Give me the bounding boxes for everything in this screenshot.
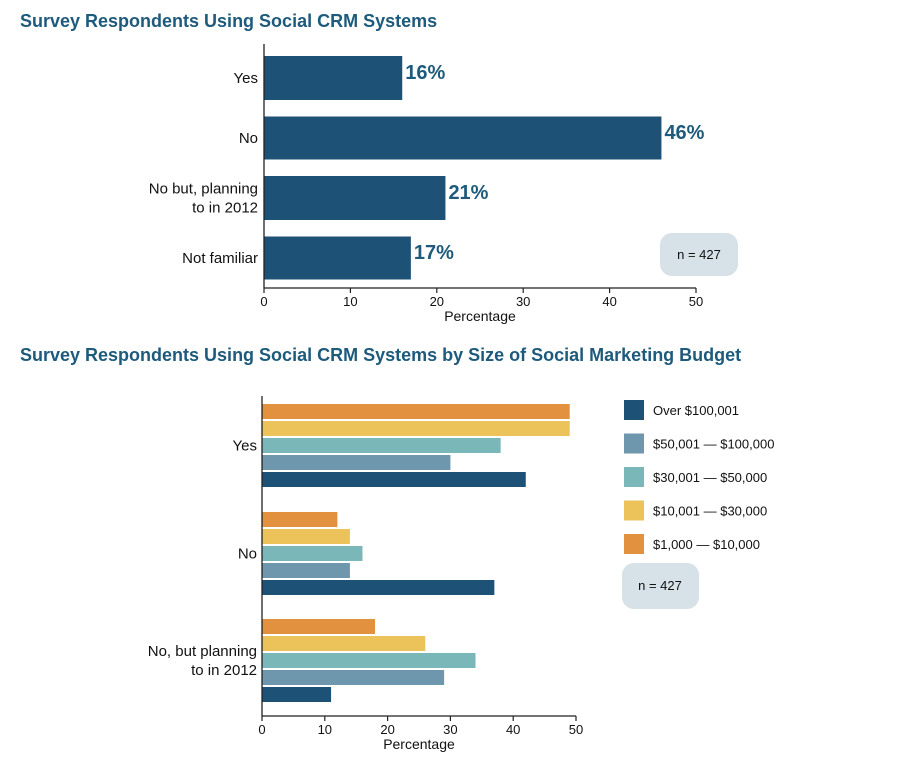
value-label-not-familiar: 17% [414,242,454,264]
chart-2-x-tick-label-10: 10 [318,722,332,737]
chart-1-x-tick-label-30: 30 [516,294,530,309]
bar-yes-over-100-001 [262,472,526,487]
chart-2-x-tick-label-20: 20 [380,722,394,737]
sample-size-badge [660,233,738,276]
category-label-not-familiar: Not familiar [182,250,258,267]
value-label-no-but-planning-to-in-2012: 21% [448,182,488,204]
bar-yes [264,56,403,100]
legend-label-1-000-10-000: $1,000 — $10,000 [653,537,760,552]
chart-1-x-tick-label-40: 40 [602,294,616,309]
bar-no-1-000-10-000 [262,512,338,527]
chart-1-x-tick-label-50: 50 [689,294,703,309]
legend-swatch-over-100-001 [624,400,644,420]
legend-label-10-001-30-000: $10,001 — $30,000 [653,504,767,519]
legend-swatch-30-001-50-000 [624,467,644,487]
legend-label-50-001-100-000: $50,001 — $100,000 [653,437,774,452]
bar-no [264,116,662,160]
bar-no-30-001-50-000 [262,546,363,561]
chart-1-title: Survey Respondents Using Social CRM Syst… [20,11,438,31]
value-label-yes: 16% [405,62,445,84]
chart-1-x-axis-label: Percentage [444,308,516,324]
chart-1-x-tick-label-20: 20 [430,294,444,309]
bar-no-but-planning-to-in-2012 [264,176,446,220]
category-label-no: No [238,546,257,563]
sample-size-badge-2 [622,563,699,609]
bar-no-10-001-30-000 [262,529,350,544]
chart-2-x-axis-label: Percentage [383,736,455,752]
bar-no-but-planning-to-in-2012-1-000-10-000 [262,619,376,634]
chart-2-x-tick-label-30: 30 [443,722,457,737]
bar-no-50-001-100-000 [262,563,350,578]
bar-yes-50-001-100-000 [262,455,451,470]
chart-1-x-tick-label-10: 10 [343,294,357,309]
chart-2-title: Survey Respondents Using Social CRM Syst… [20,345,742,365]
chart-1-x-tick-label-0: 0 [260,294,267,309]
bar-not-familiar [264,236,411,280]
bar-yes-30-001-50-000 [262,438,501,453]
bar-yes-1-000-10-000 [262,404,570,419]
sample-size-label: n = 427 [677,247,721,262]
bar-no-but-planning-to-in-2012-30-001-50-000 [262,653,476,668]
legend-label-over-100-001: Over $100,001 [653,403,739,418]
category-label-no-but-planning-to-in-2012: No but, planning to in 2012 [149,181,258,217]
sample-size-label-2: n = 427 [638,578,682,593]
category-label-yes: Yes [233,438,257,455]
bar-yes-10-001-30-000 [262,421,570,436]
value-label-no: 46% [664,122,704,144]
category-label-yes: Yes [234,70,258,87]
bar-no-over-100-001 [262,580,495,595]
bar-no-but-planning-to-in-2012-50-001-100-000 [262,670,445,685]
legend-label-30-001-50-000: $30,001 — $50,000 [653,470,767,485]
legend-swatch-50-001-100-000 [624,433,644,454]
category-label-no-but-planning-to-in-2012: No, but planning to in 2012 [148,643,257,679]
chart-2-x-tick-label-50: 50 [569,722,583,737]
category-label-no: No [239,130,258,147]
chart-2-x-tick-label-40: 40 [506,722,520,737]
bar-no-but-planning-to-in-2012-10-001-30-000 [262,636,426,651]
legend-swatch-1-000-10-000 [624,534,644,554]
chart-2-x-tick-label-0: 0 [258,722,265,737]
bar-no-but-planning-to-in-2012-over-100-001 [262,687,332,702]
chart-1: 16% Yes 46% No 21% No but, planning to in 2012… [149,44,738,324]
legend-swatch-10-001-30-000 [624,500,644,521]
